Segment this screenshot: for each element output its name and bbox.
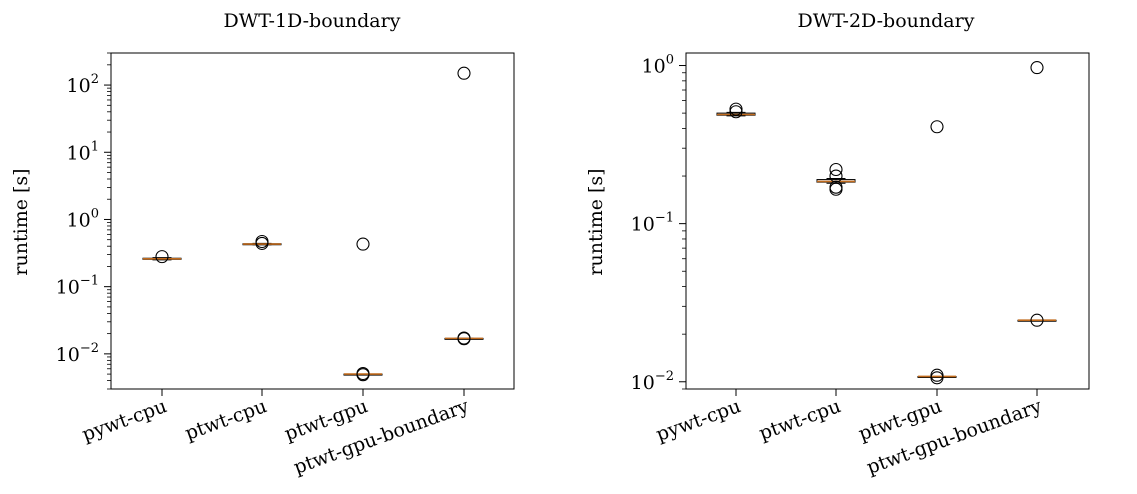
chart-1-xtick-group: pywt-cpu ptwt-cpu ptwt-gpuptwt-gpu-boundar…	[79, 389, 472, 479]
outlier-point	[930, 368, 944, 382]
chart-1-title: DWT-1D-boundary	[224, 10, 401, 32]
chart-1-ytick-label: 102	[67, 72, 99, 97]
outlier-point	[457, 66, 471, 80]
outlier-point	[255, 234, 269, 249]
outlier-point	[829, 180, 843, 194]
outlier-point	[729, 105, 743, 119]
chart-1-box-ptwt-gpu-boundary	[444, 66, 484, 346]
chart-2-box-ptwt-cpu	[816, 162, 856, 196]
chart-2-ytick-label: 100	[642, 53, 674, 78]
outlier-point	[1030, 313, 1044, 327]
chart-1-xtick-label: ptwt-gpu-boundary	[291, 395, 472, 479]
chart-1-box-group	[142, 66, 484, 382]
chart-2-box-group	[716, 61, 1057, 385]
chart-1-ytick-label: 10−2	[56, 341, 99, 366]
outlier-point	[1030, 61, 1044, 75]
chart-2-box-pywt-cpu	[716, 102, 756, 119]
outlier-point	[829, 169, 843, 183]
chart-1-ytick-label: 101	[67, 139, 99, 164]
chart-1-ytick-label: 10−1	[56, 274, 99, 299]
chart-1-xtick-label: pywt-cpu	[79, 395, 169, 446]
chart-2-xtick-label: ptwt-gpu-boundary	[864, 395, 1045, 479]
chart-2-title: DWT-2D-boundary	[798, 10, 975, 32]
chart-1-ylabel: runtime [s]	[10, 168, 32, 275]
chart-1-box-ptwt-cpu	[242, 234, 282, 250]
chart-2: DWT-2D-boundary runtime [s] 10−210−1100 …	[585, 10, 1090, 479]
outlier-point	[930, 120, 944, 134]
chart-1-plot-area	[110, 52, 515, 390]
outlier-point	[457, 331, 471, 345]
outlier-point	[155, 250, 169, 264]
chart-2-xtick-label: pywt-cpu	[653, 395, 743, 446]
outlier-point	[729, 102, 743, 116]
chart-1-xtick-label: ptwt-cpu	[182, 395, 270, 445]
chart-1-ytick-label: 100	[67, 206, 99, 231]
chart-2-ytick-group: 10−2 10−1 100	[631, 53, 686, 394]
chart-2-ytick-label: 10−1	[631, 211, 674, 236]
outlier-point	[356, 366, 370, 381]
outlier-point	[829, 162, 843, 177]
chart-2-ylabel: runtime [s]	[585, 168, 607, 275]
chart-2-box-ptwt-gpu	[917, 120, 957, 385]
chart-2-xtick-group: pywt-cpu ptwt-cpu ptwt-gpuptwt-gpu-boundar…	[653, 389, 1045, 479]
chart-1: DWT-1D-boundary runtime [s] 10−210−11001…	[10, 10, 515, 479]
chart-2-plot-area	[685, 52, 1090, 390]
chart-2-ytick-label: 10−2	[631, 369, 674, 394]
chart-1-box-ptwt-gpu	[343, 237, 383, 382]
chart-1-box-pywt-cpu	[142, 250, 182, 264]
chart-2-xtick-label: ptwt-cpu	[756, 395, 844, 445]
outlier-point	[356, 237, 370, 251]
chart-2-box-ptwt-gpu-boundary	[1017, 61, 1057, 327]
chart-1-ytick-group: 10−2 10−1 100 101 102	[56, 52, 111, 390]
